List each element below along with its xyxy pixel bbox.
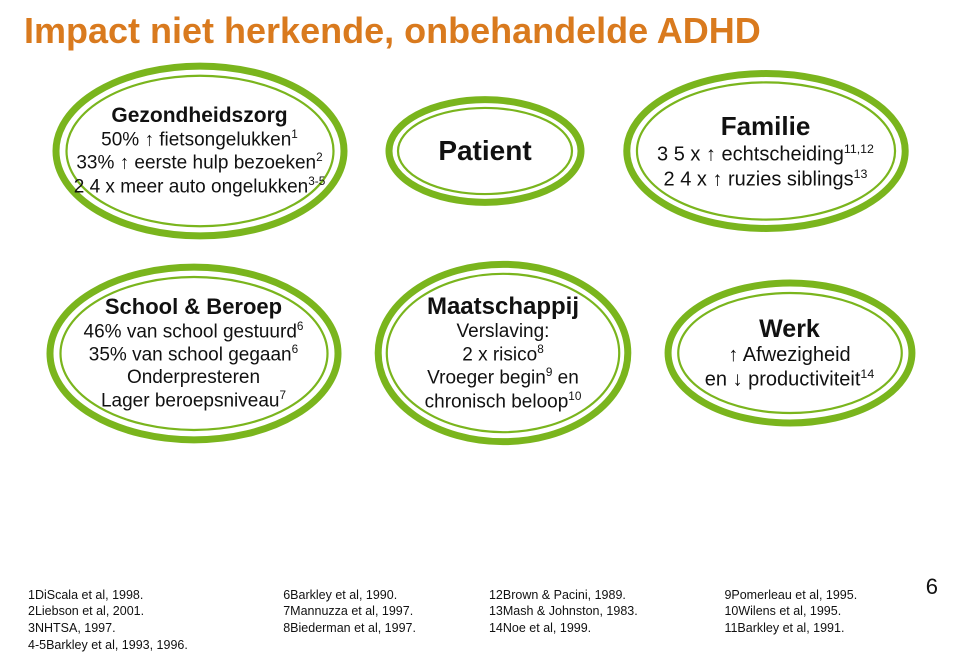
page-number: 6 — [926, 574, 938, 600]
txt: Vroeger begin — [427, 368, 546, 389]
txt: en — [552, 368, 578, 389]
line-2: en ↓ productiviteit14 — [705, 367, 874, 392]
bubble-content: Gezondheidszorg 50% ↑ fietsongelukken1 3… — [58, 96, 342, 206]
line-4: chronisch beloop10 — [425, 390, 582, 413]
bubble-content: Patient — [422, 127, 547, 175]
sup: 1 — [291, 128, 298, 141]
ref-col-3: 12Brown & Pacini, 1989. 13Mash & Johnsto… — [489, 587, 716, 655]
slide: Impact niet herkende, onbehandelde ADHD … — [0, 0, 960, 672]
arrow-up-icon: ↑ — [712, 168, 722, 190]
sup: 8 — [537, 343, 544, 356]
line-1: 3 5 x ↑ echtscheiding11,12 — [657, 142, 874, 167]
row-1: Gezondheidszorg 50% ↑ fietsongelukken1 3… — [24, 60, 936, 242]
bubble-content: Maatschappij Verslaving: 2 x risico8 Vro… — [409, 285, 598, 421]
sup: 14 — [860, 367, 874, 381]
txt: ruzies siblings — [722, 168, 853, 190]
arrow-up-icon: ↑ — [120, 153, 130, 174]
line-3: Onderpresteren — [84, 367, 304, 389]
line-3: Vroeger begin9 en — [425, 366, 582, 389]
line-2: 2 4 x ↑ ruzies siblings13 — [657, 167, 874, 192]
bubble-health: Gezondheidszorg 50% ↑ fietsongelukken1 3… — [50, 60, 350, 242]
bubble-heading: Gezondheidszorg — [111, 104, 287, 127]
txt: echtscheiding — [716, 144, 844, 166]
line-1: Verslaving: — [425, 321, 582, 343]
bubble-heading: Patient — [438, 135, 531, 166]
line-1: 50% ↑ fietsongelukken1 — [74, 128, 326, 151]
txt: 2 4 x — [664, 168, 713, 190]
sup: 3-5 — [308, 175, 325, 188]
line-3: 2 4 x meer auto ongelukken3-5 — [74, 175, 326, 198]
ref-col-4: 9Pomerleau et al, 1995. 10Wilens et al, … — [724, 587, 942, 655]
sup: 10 — [568, 390, 581, 403]
txt: Afwezigheid — [738, 344, 850, 366]
ref-col-2: 6Barkley et al, 1990. 7Mannuzza et al, 1… — [283, 587, 481, 655]
bubble-content: School & Beroep 46% van school gestuurd6… — [68, 286, 320, 420]
line-2: 35% van school gegaan6 — [84, 343, 304, 366]
ref-col-1: 1DiScala et al, 1998. 2Liebson et al, 20… — [28, 587, 275, 655]
row-2: School & Beroep 46% van school gestuurd6… — [24, 258, 936, 448]
txt: 33% — [76, 153, 119, 174]
txt: 46% van school gestuurd — [84, 321, 297, 342]
references: 1DiScala et al, 1998. 2Liebson et al, 20… — [28, 587, 942, 655]
arrow-up-icon: ↑ — [706, 144, 716, 166]
bubble-heading: Werk — [759, 315, 820, 343]
bubble-heading: Maatschappij — [427, 293, 579, 320]
bubble-content: Werk ↑ Afwezigheid en ↓ productiviteit14 — [689, 307, 890, 400]
txt: en — [705, 368, 733, 390]
page-title: Impact niet herkende, onbehandelde ADHD — [24, 10, 936, 52]
txt: 2 4 x meer auto ongelukken — [74, 176, 309, 197]
sup: 7 — [279, 389, 286, 402]
line-2: 2 x risico8 — [425, 343, 582, 366]
bubble-patient: Patient — [385, 96, 585, 206]
txt: 35% van school gegaan — [89, 345, 292, 366]
sup: 11,12 — [844, 142, 874, 156]
bubble-content: Familie 3 5 x ↑ echtscheiding11,12 2 4 x… — [641, 103, 890, 199]
arrow-down-icon: ↓ — [733, 368, 743, 390]
line-1: 46% van school gestuurd6 — [84, 320, 304, 343]
line-1: ↑ Afwezigheid — [705, 344, 874, 367]
bubble-society: Maatschappij Verslaving: 2 x risico8 Vro… — [373, 258, 633, 448]
txt: 2 x risico — [462, 344, 537, 365]
bubble-family: Familie 3 5 x ↑ echtscheiding11,12 2 4 x… — [621, 68, 911, 234]
bubble-heading: School & Beroep — [105, 294, 282, 319]
txt: eerste hulp bezoeken — [129, 153, 316, 174]
txt: chronisch beloop — [425, 391, 569, 412]
bubble-work: Werk ↑ Afwezigheid en ↓ productiviteit14 — [663, 278, 917, 428]
txt: Lager beroepsniveau — [101, 390, 280, 411]
sup: 13 — [854, 167, 868, 181]
line-4: Lager beroepsniveau7 — [84, 389, 304, 412]
txt: 50% — [101, 129, 144, 150]
sup: 6 — [297, 320, 304, 333]
txt: productiviteit — [743, 368, 861, 390]
sup: 2 — [316, 151, 323, 164]
sup: 6 — [292, 343, 299, 356]
txt: fietsongelukken — [154, 129, 291, 150]
txt: 3 5 x — [657, 144, 706, 166]
bubble-heading: Familie — [721, 111, 811, 141]
line-2: 33% ↑ eerste hulp bezoeken2 — [74, 151, 326, 174]
arrow-up-icon: ↑ — [144, 129, 154, 150]
arrow-up-icon: ↑ — [728, 344, 738, 366]
bubble-school: School & Beroep 46% van school gestuurd6… — [44, 261, 344, 446]
